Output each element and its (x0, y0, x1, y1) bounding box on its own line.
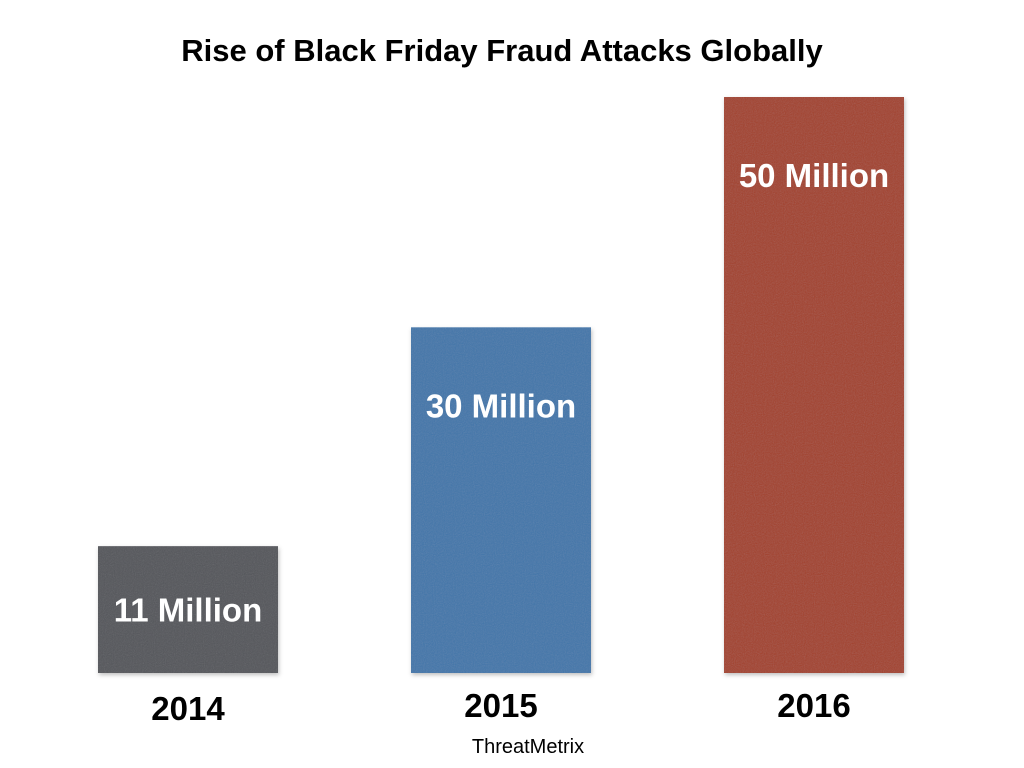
bar-value-label-2014: 11 Million (114, 592, 263, 629)
bar-value-label-2015: 30 Million (426, 387, 576, 424)
bar-texture-2014 (98, 546, 278, 673)
category-label-2015: 2015 (464, 687, 537, 724)
bar-texture-2015 (411, 327, 591, 673)
source-label: ThreatMetrix (472, 736, 584, 758)
bar-value-label-2016: 50 Million (739, 157, 889, 194)
bar-texture-2016 (724, 97, 904, 673)
chart-title: Rise of Black Friday Fraud Attacks Globa… (181, 33, 823, 68)
bars-group (98, 97, 904, 673)
value-labels-group: 11 Million 30 Million 50 Million (114, 157, 889, 629)
category-labels-group: 2014 2015 2016 (151, 687, 850, 727)
category-label-2016: 2016 (777, 687, 850, 724)
category-label-2014: 2014 (151, 690, 225, 727)
